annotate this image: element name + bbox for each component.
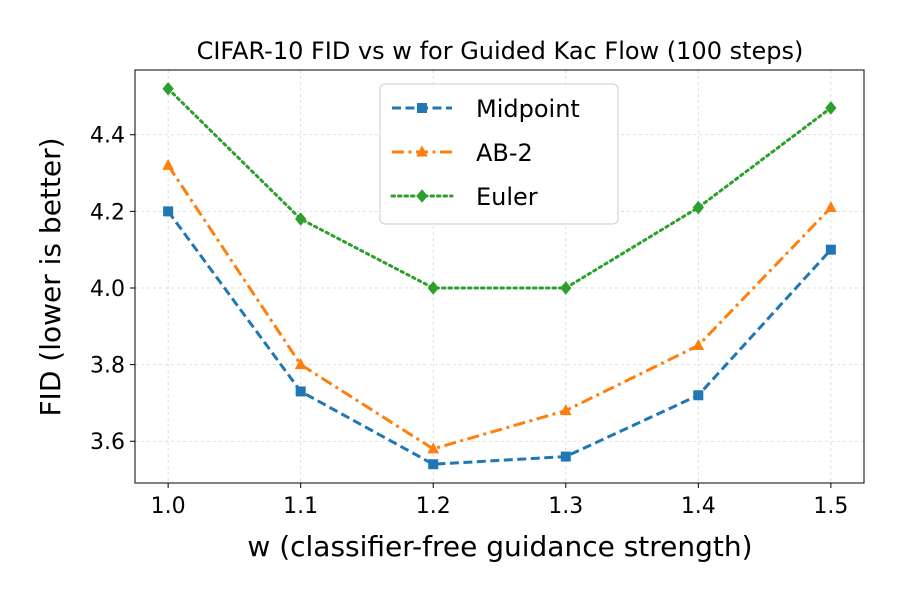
- legend-box: [379, 83, 619, 225]
- x-tick-label: 1.1: [283, 494, 318, 519]
- legend-marker: [416, 189, 428, 203]
- legend-item: Euler: [390, 183, 538, 211]
- y-tick-label: 4.4: [90, 124, 125, 149]
- data-point: [559, 404, 572, 416]
- series-ab-2: [162, 158, 837, 454]
- legend-marker: [417, 103, 427, 113]
- data-point: [560, 281, 572, 295]
- data-point: [162, 81, 174, 96]
- series-line: [166, 210, 832, 466]
- legend-item: Midpoint: [392, 95, 580, 123]
- legend-label: Euler: [476, 183, 538, 211]
- x-tick-label: 1.4: [681, 494, 716, 519]
- data-point: [427, 442, 440, 454]
- data-point: [825, 244, 836, 255]
- legend-label: Midpoint: [476, 95, 580, 123]
- legend-item: AB-2: [392, 139, 533, 167]
- y-axis: 3.6 3.8 4.0 4.2 4.4: [90, 124, 135, 455]
- series-euler: [162, 81, 837, 295]
- data-point: [295, 212, 307, 226]
- y-tick-label: 3.6: [90, 430, 125, 455]
- x-tick-label: 1.5: [813, 494, 848, 519]
- legend-label: AB-2: [476, 139, 533, 167]
- x-axis-label: w (classifier-free guidance strength): [247, 530, 752, 563]
- data-point: [692, 338, 705, 350]
- data-point: [428, 459, 439, 470]
- plot-frame: [134, 69, 865, 484]
- y-tick-label: 4.0: [90, 277, 125, 302]
- data-point: [427, 281, 439, 295]
- data-point: [692, 200, 704, 215]
- y-axis-label: FID (lower is better): [34, 137, 67, 416]
- series-layer: [162, 81, 837, 470]
- legend: Midpoint AB-2 Euler: [379, 83, 619, 225]
- x-tick-label: 1.3: [548, 494, 583, 519]
- data-point: [162, 158, 174, 170]
- data-point: [825, 101, 837, 115]
- legend-marker: [416, 145, 428, 157]
- data-point: [294, 358, 307, 370]
- series-midpoint: [163, 206, 836, 470]
- data-point: [163, 206, 174, 217]
- series-line: [166, 87, 833, 290]
- data-point: [295, 386, 306, 397]
- data-point: [560, 451, 571, 462]
- data-point: [825, 200, 837, 213]
- y-tick-label: 3.8: [90, 354, 125, 379]
- x-tick-label: 1.2: [416, 494, 451, 519]
- data-point: [693, 390, 704, 401]
- x-tick-label: 1.0: [151, 494, 186, 519]
- x-axis: 1.0 1.1 1.2 1.3 1.4 1.5: [151, 483, 848, 519]
- series-line: [166, 164, 832, 451]
- y-tick-label: 4.2: [90, 200, 125, 225]
- chart-title: CIFAR-10 FID vs w for Guided Kac Flow (1…: [197, 37, 804, 65]
